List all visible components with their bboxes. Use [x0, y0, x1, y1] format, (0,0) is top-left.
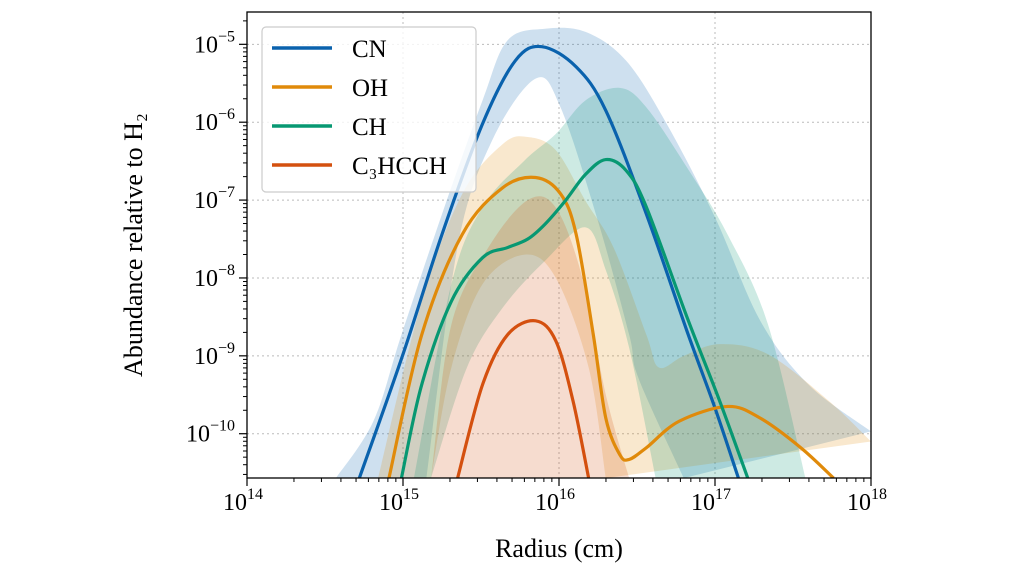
y-tick-label: 10−10	[186, 418, 235, 448]
y-tick-label: 10−8	[194, 262, 235, 292]
legend: CN OH CH C₃HCCH	[261, 26, 477, 193]
x-axis-label: Radius (cm)	[495, 534, 623, 563]
legend-label: OH	[352, 75, 388, 102]
series-lines	[357, 44, 835, 478]
axis-ticks: 1014 1015 1016 1017 1018 10−10 10−9 10−8 10−7 10−…	[186, 20, 887, 516]
grid-lines	[247, 12, 871, 478]
y-tick-label: 10−7	[194, 184, 235, 214]
x-tick-label: 1018	[847, 486, 887, 516]
legend-label: CH	[352, 114, 387, 141]
line-CH	[399, 157, 750, 478]
x-tick-label: 1017	[691, 486, 731, 516]
line-OH	[387, 175, 835, 478]
plot-frame	[246, 11, 872, 479]
band-CH	[413, 87, 806, 478]
y-tick-label: 10−6	[194, 106, 235, 136]
y-axis-label: Abundance relative to H₂	[119, 113, 148, 377]
x-tick-label: 1014	[223, 486, 263, 516]
y-tick-label: 10−5	[194, 28, 235, 58]
line-CN	[357, 44, 740, 478]
x-tick-label: 1015	[379, 486, 419, 516]
legend-label: CN	[352, 36, 387, 63]
line-C₃HCCH	[456, 319, 591, 478]
legend-label: C₃HCCH	[352, 153, 447, 180]
legend-box	[261, 26, 477, 193]
band-C₃HCCH	[431, 196, 630, 478]
x-tick-label: 1016	[535, 486, 575, 516]
band-OH	[378, 136, 871, 478]
y-tick-label: 10−9	[194, 340, 235, 370]
